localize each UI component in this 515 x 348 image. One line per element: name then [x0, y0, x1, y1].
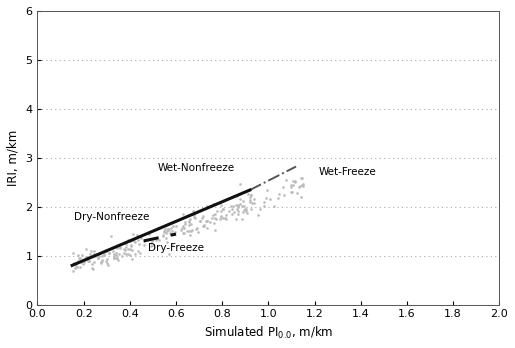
X-axis label: Simulated PI$_{0.0}$, m/km: Simulated PI$_{0.0}$, m/km — [203, 325, 333, 341]
Text: Dry-Freeze: Dry-Freeze — [148, 243, 204, 253]
Text: Dry-Nonfreeze: Dry-Nonfreeze — [75, 212, 150, 222]
Text: Wet-Freeze: Wet-Freeze — [319, 167, 377, 177]
Y-axis label: IRI, m/km: IRI, m/km — [7, 129, 20, 186]
Text: Wet-Nonfreeze: Wet-Nonfreeze — [158, 164, 235, 173]
